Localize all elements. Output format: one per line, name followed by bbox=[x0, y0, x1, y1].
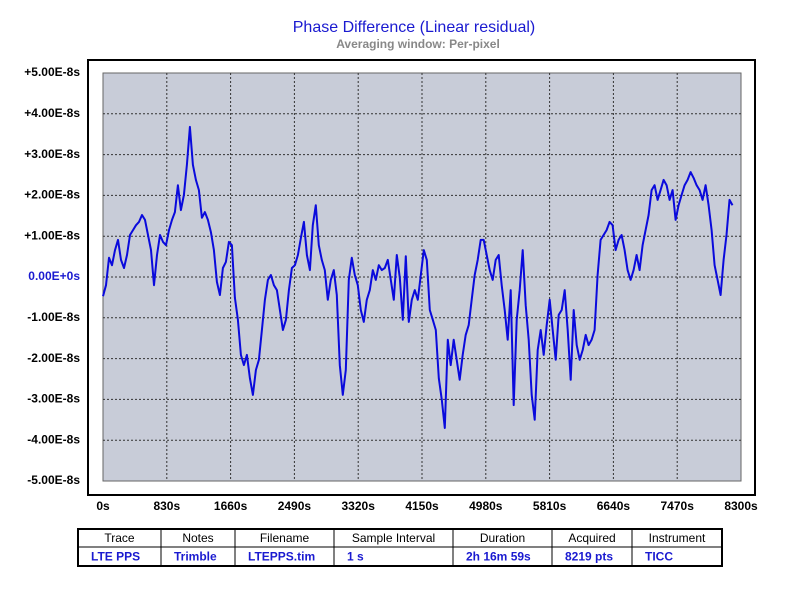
y-tick-label: +2.00E-8s bbox=[24, 188, 80, 202]
x-tick-label: 3320s bbox=[342, 499, 376, 513]
x-tick-label: 7470s bbox=[661, 499, 695, 513]
table-header: Acquired bbox=[568, 531, 615, 545]
y-tick-label: +5.00E-8s bbox=[24, 65, 80, 79]
table-cell: LTEPPS.tim bbox=[248, 550, 315, 564]
y-tick-label: +3.00E-8s bbox=[24, 147, 80, 161]
x-tick-label: 8300s bbox=[724, 499, 758, 513]
y-tick-label: -4.00E-8s bbox=[27, 432, 80, 446]
x-tick-label: 830s bbox=[153, 499, 180, 513]
table-header: Duration bbox=[480, 531, 525, 545]
table-cell: 8219 pts bbox=[565, 550, 613, 564]
y-tick-label: +4.00E-8s bbox=[24, 106, 80, 120]
data-line bbox=[102, 125, 734, 429]
x-tick-label: 2490s bbox=[278, 499, 312, 513]
table-cell: Trimble bbox=[174, 550, 217, 564]
y-tick-label: -2.00E-8s bbox=[27, 351, 80, 365]
x-tick-label: 4150s bbox=[405, 499, 439, 513]
y-tick-label: -3.00E-8s bbox=[27, 392, 80, 406]
y-tick-label: -1.00E-8s bbox=[27, 310, 80, 324]
y-tick-label: +1.00E-8s bbox=[24, 228, 80, 242]
y-tick-label: 0.00E+0s bbox=[28, 269, 80, 283]
x-tick-label: 5810s bbox=[533, 499, 567, 513]
y-tick-label: -5.00E-8s bbox=[27, 473, 80, 487]
table-cell: 1 s bbox=[347, 550, 364, 564]
table-cell: 2h 16m 59s bbox=[466, 550, 531, 564]
chart-subtitle: Averaging window: Per-pixel bbox=[336, 37, 500, 51]
x-tick-label: 6640s bbox=[597, 499, 631, 513]
x-tick-label: 1660s bbox=[214, 499, 248, 513]
table-header: Sample Interval bbox=[352, 531, 435, 545]
table-header: Filename bbox=[260, 531, 310, 545]
table-header: Trace bbox=[104, 531, 135, 545]
table-cell: LTE PPS bbox=[91, 550, 140, 564]
table-header: Instrument bbox=[649, 531, 706, 545]
x-tick-label: 4980s bbox=[469, 499, 503, 513]
chart-title: Phase Difference (Linear residual) bbox=[293, 19, 536, 36]
x-tick-label: 0s bbox=[96, 499, 110, 513]
table-cell: TICC bbox=[645, 550, 673, 564]
table-header: Notes bbox=[182, 531, 213, 545]
